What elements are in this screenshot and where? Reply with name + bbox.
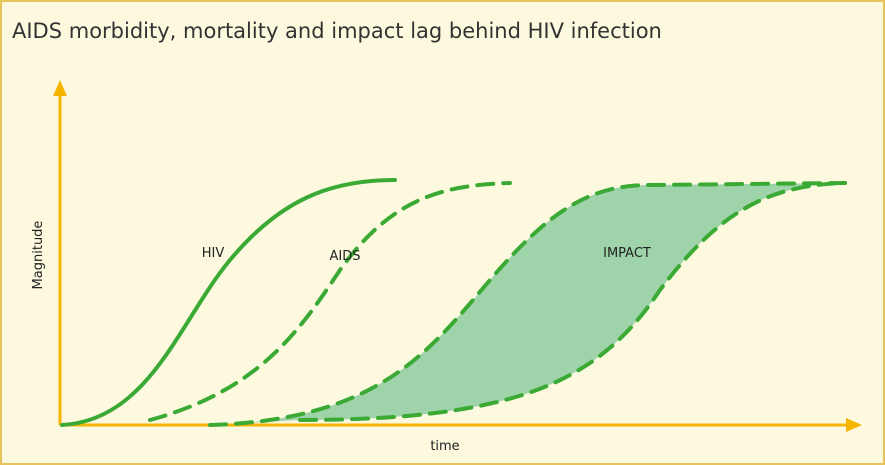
y-arrow (53, 80, 67, 96)
axes (53, 80, 862, 432)
hiv-label: HIV (202, 246, 225, 261)
y-axis-label: Magnitude (31, 221, 46, 290)
aids-label: AIDS (330, 249, 361, 264)
aids-curve (148, 181, 512, 422)
x-arrow (846, 418, 862, 432)
x-axis-label: time (430, 439, 459, 454)
impact-area (210, 183, 845, 425)
hiv-curve (60, 178, 397, 427)
impact-label: IMPACT (603, 246, 651, 261)
impact-lower-curve (298, 181, 847, 422)
impact-upper-curve (208, 181, 847, 427)
title: AIDS morbidity, mortality and impact lag… (12, 19, 662, 43)
